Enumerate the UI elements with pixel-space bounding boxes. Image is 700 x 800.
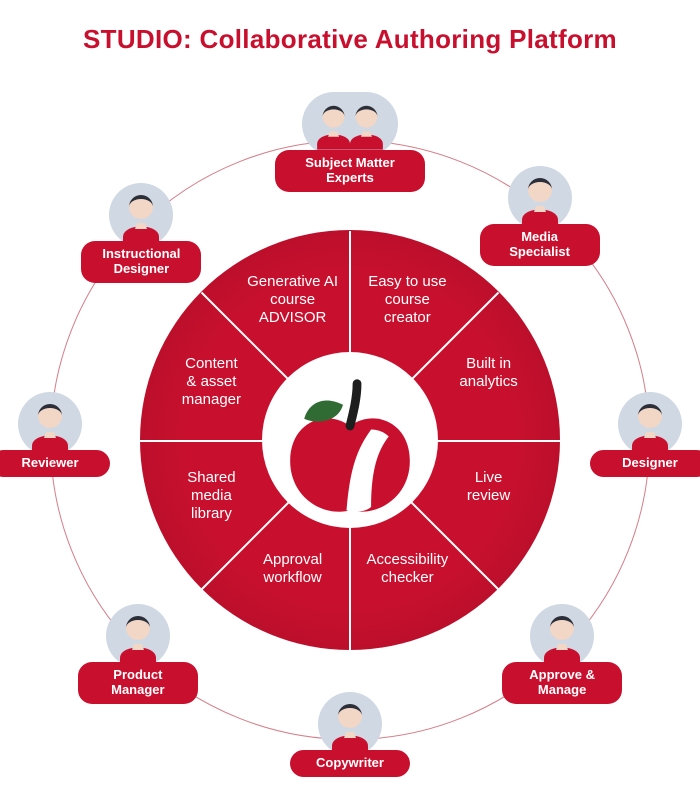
role-label: Subject Matter Experts	[275, 150, 425, 192]
avatar-icon	[302, 92, 398, 156]
role-label: Reviewer	[0, 450, 110, 477]
role-node: Approve & Manage	[502, 604, 622, 704]
role-node: Instructional Designer	[81, 183, 201, 283]
role-label: Media Specialist	[480, 224, 600, 266]
page-title: STUDIO: Collaborative Authoring Platform	[0, 24, 700, 55]
role-node: Copywriter	[290, 692, 410, 777]
role-node: Product Manager	[78, 604, 198, 704]
role-label: Copywriter	[290, 750, 410, 777]
avatar-icon	[318, 692, 382, 756]
role-node: Subject Matter Experts	[270, 92, 430, 192]
role-node: Reviewer	[0, 392, 110, 477]
avatar-icon	[618, 392, 682, 456]
role-label-text: Approve & Manage	[529, 667, 595, 697]
role-label: Instructional Designer	[81, 241, 201, 283]
role-label-text: Media Specialist	[509, 229, 570, 259]
role-node: Designer	[590, 392, 700, 477]
role-label-text: Subject Matter Experts	[305, 155, 395, 185]
avatar-icon	[106, 604, 170, 668]
role-node: Media Specialist	[480, 166, 600, 266]
avatar-icon	[109, 183, 173, 247]
role-label-text: Copywriter	[316, 755, 384, 770]
apple-logo-icon	[262, 352, 438, 528]
role-label-text: Designer	[622, 455, 678, 470]
role-label-text: Product Manager	[111, 667, 164, 697]
role-label-text: Instructional Designer	[102, 246, 180, 276]
role-label: Designer	[590, 450, 700, 477]
avatar-icon	[18, 392, 82, 456]
role-label: Product Manager	[78, 662, 198, 704]
avatar-icon	[530, 604, 594, 668]
role-label-text: Reviewer	[21, 455, 78, 470]
role-label: Approve & Manage	[502, 662, 622, 704]
avatar-icon	[508, 166, 572, 230]
infographic-stage: STUDIO: Collaborative Authoring Platform…	[0, 0, 700, 800]
